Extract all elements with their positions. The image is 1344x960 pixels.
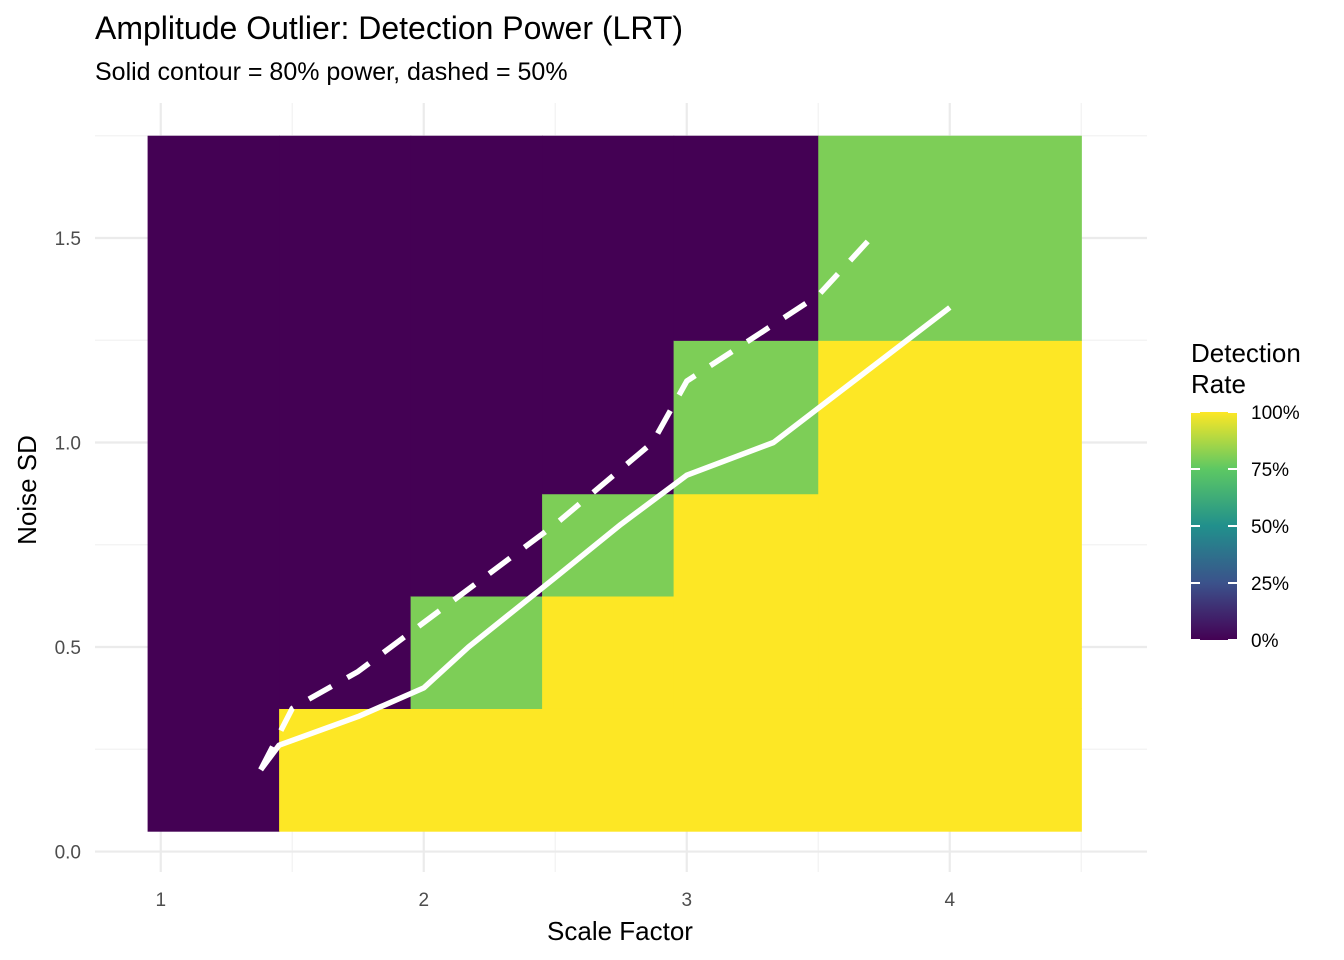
- heatmap-cell: [279, 135, 412, 709]
- y-tick-label: 0.5: [55, 638, 81, 659]
- x-tick-label: 4: [944, 890, 955, 911]
- chart-title: Amplitude Outlier: Detection Power (LRT): [95, 10, 684, 46]
- legend-tick-label: 75%: [1251, 460, 1289, 481]
- legend-tick-label: 50%: [1251, 517, 1289, 538]
- heatmap-cell: [818, 135, 1082, 341]
- y-tick-label: 1.0: [55, 434, 81, 455]
- contour-50-dashed: [258, 236, 873, 771]
- legend-tick-label: 25%: [1251, 574, 1289, 595]
- contour-80-solid: [258, 305, 952, 772]
- legend-title-line-1: Detection: [1191, 338, 1301, 368]
- legend-title-line-2: Rate: [1191, 369, 1246, 399]
- x-tick-label: 2: [418, 890, 429, 911]
- heatmap-cell: [410, 595, 543, 709]
- y-tick-label: 1.5: [55, 229, 81, 250]
- y-axis-ticks: 0.0 0.5 1.0 1.5: [55, 229, 81, 864]
- power-contours: [258, 236, 952, 772]
- heatmap-cell: [542, 595, 675, 709]
- legend-tick-label: 100%: [1251, 403, 1300, 424]
- x-axis-title: Scale Factor: [547, 916, 693, 946]
- heatmap-cell: [673, 135, 819, 341]
- legend-tick-label: 0%: [1251, 631, 1279, 652]
- legend: Detection Rate 0% 25% 50% 75% 100%: [1191, 338, 1301, 652]
- x-axis-ticks: 1 2 3 4: [155, 890, 955, 911]
- legend-ticks: 0% 25% 50% 75% 100%: [1191, 403, 1300, 652]
- heatmap-cell: [279, 708, 1082, 832]
- heatmap-cell: [410, 135, 543, 597]
- x-tick-label: 3: [681, 890, 692, 911]
- chart-subtitle: Solid contour = 80% power, dashed = 50%: [95, 58, 568, 86]
- y-tick-label: 0.0: [55, 843, 81, 864]
- heatmap-cell: [542, 493, 675, 597]
- heatmap-cell: [147, 135, 280, 832]
- heatmap-cell: [818, 340, 1082, 709]
- heatmap-cell: [673, 493, 819, 709]
- heatmap-cells: [147, 135, 1082, 832]
- heatmap-cell: [542, 135, 675, 495]
- x-tick-label: 1: [155, 890, 166, 911]
- y-axis-title: Noise SD: [12, 435, 42, 545]
